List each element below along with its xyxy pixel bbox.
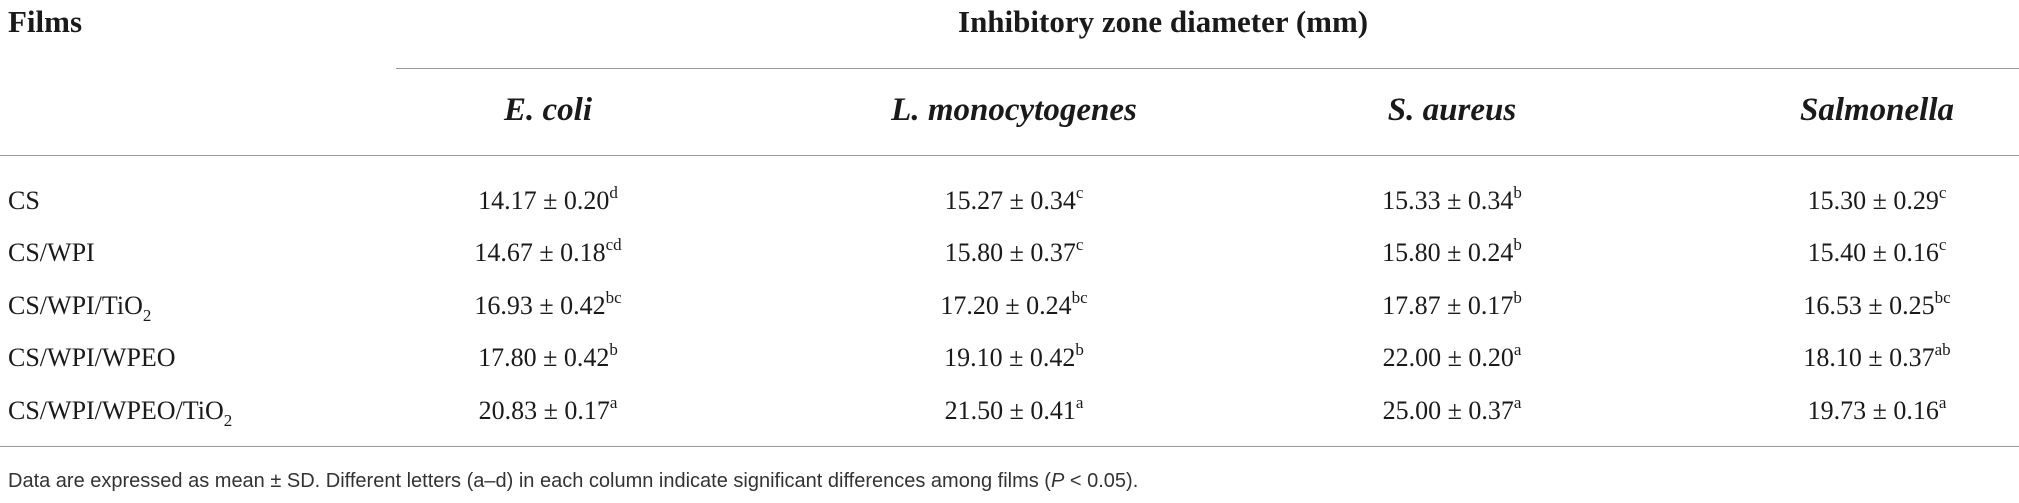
film-label: CS (8, 186, 40, 216)
header-sub-rule (396, 68, 2019, 69)
film-name: CS/WPI/WPEO/TiO (8, 396, 224, 425)
cell-value: 19.73 ± 0.16 (1807, 396, 1939, 425)
significance-letter: b (1513, 288, 1522, 307)
cell-value: 15.80 ± 0.37 (944, 238, 1076, 267)
cell-value: 17.20 ± 0.24 (940, 291, 1072, 320)
significance-letter: c (1075, 235, 1084, 254)
film-name: CS (8, 186, 40, 215)
inhibitory-zone-header: Inhibitory zone diameter (mm) (958, 4, 1369, 39)
significance-letter: a (1513, 393, 1522, 412)
table-cell: 15.33 ± 0.34b (1382, 183, 1522, 216)
table-cell: 21.50 ± 0.41a (944, 393, 1084, 426)
table-cell: 15.80 ± 0.37c (944, 235, 1084, 268)
table-cell: 15.27 ± 0.34c (944, 183, 1084, 216)
table-cell: 15.80 ± 0.24b (1382, 235, 1522, 268)
table-cell: 15.30 ± 0.29c (1807, 183, 1947, 216)
significance-letter: b (1075, 340, 1084, 359)
significance-letter: bc (605, 288, 622, 307)
table-footnote: Data are expressed as mean ± SD. Differe… (8, 470, 1138, 493)
cell-value: 25.00 ± 0.37 (1382, 396, 1514, 425)
significance-letter: cd (605, 235, 622, 254)
table-cell: 22.00 ± 0.20a (1382, 340, 1522, 373)
significance-letter: c (1938, 183, 1947, 202)
significance-letter: a (609, 393, 618, 412)
cell-value: 16.53 ± 0.25 (1803, 291, 1935, 320)
cell-value: 14.67 ± 0.18 (474, 238, 606, 267)
cell-value: 17.87 ± 0.17 (1382, 291, 1514, 320)
table-cell: 14.67 ± 0.18cd (474, 235, 622, 268)
cell-value: 15.30 ± 0.29 (1807, 186, 1939, 215)
table-cell: 19.73 ± 0.16a (1807, 393, 1947, 426)
film-label: CS/WPI (8, 238, 95, 268)
significance-letter: a (1075, 393, 1084, 412)
film-subscript: 2 (142, 306, 152, 325)
significance-letter: b (1513, 235, 1522, 254)
cell-value: 14.17 ± 0.20 (478, 186, 610, 215)
cell-value: 15.40 ± 0.16 (1807, 238, 1939, 267)
table-cell: 17.80 ± 0.42b (478, 340, 618, 373)
table-cell: 19.10 ± 0.42b (944, 340, 1084, 373)
table-cell: 16.93 ± 0.42bc (474, 288, 622, 321)
table-cell: 16.53 ± 0.25bc (1803, 288, 1951, 321)
table-cell: 25.00 ± 0.37a (1382, 393, 1522, 426)
film-label: CS/WPI/TiO2 (8, 291, 151, 325)
cell-value: 17.80 ± 0.42 (478, 343, 610, 372)
footnote-text: Data are expressed as mean ± SD. Differe… (8, 470, 1051, 492)
cell-value: 19.10 ± 0.42 (944, 343, 1076, 372)
film-label: CS/WPI/WPEO/TiO2 (8, 396, 232, 430)
col-header-s-aureus: S. aureus (1387, 92, 1517, 128)
footnote-text-end: < 0.05). (1064, 470, 1139, 492)
table-bottom-rule (0, 446, 2019, 447)
cell-value: 21.50 ± 0.41 (944, 396, 1076, 425)
table-cell: 17.87 ± 0.17b (1382, 288, 1522, 321)
table-cell: 14.17 ± 0.20d (478, 183, 618, 216)
significance-letter: b (1513, 183, 1522, 202)
significance-letter: d (609, 183, 618, 202)
film-label: CS/WPI/WPEO (8, 343, 176, 373)
significance-letter: a (1938, 393, 1947, 412)
cell-value: 18.10 ± 0.37 (1803, 343, 1935, 372)
col-header-l-monocytogenes: L. monocytogenes (891, 92, 1137, 128)
footnote-p-symbol: P (1050, 470, 1065, 492)
cell-value: 15.80 ± 0.24 (1382, 238, 1514, 267)
film-name: CS/WPI/WPEO (8, 343, 176, 372)
cell-value: 15.27 ± 0.34 (944, 186, 1076, 215)
significance-letter: c (1075, 183, 1084, 202)
col-header-e-coli: E. coli (504, 92, 592, 128)
significance-letter: c (1938, 235, 1947, 254)
table-cell: 20.83 ± 0.17a (478, 393, 618, 426)
table-cell: 17.20 ± 0.24bc (940, 288, 1088, 321)
cell-value: 22.00 ± 0.20 (1382, 343, 1514, 372)
significance-letter: a (1513, 340, 1522, 359)
film-name: CS/WPI (8, 238, 95, 267)
col-header-salmonella: Salmonella (1799, 92, 1955, 128)
significance-letter: bc (1934, 288, 1951, 307)
films-header: Films (8, 4, 83, 39)
cell-value: 16.93 ± 0.42 (474, 291, 606, 320)
significance-letter: ab (1934, 340, 1951, 359)
cell-value: 20.83 ± 0.17 (478, 396, 610, 425)
table-cell: 15.40 ± 0.16c (1807, 235, 1947, 268)
cell-value: 15.33 ± 0.34 (1382, 186, 1514, 215)
significance-letter: bc (1071, 288, 1088, 307)
film-subscript: 2 (223, 411, 233, 430)
header-bottom-rule (0, 155, 2019, 156)
table-cell: 18.10 ± 0.37ab (1803, 340, 1951, 373)
film-name: CS/WPI/TiO (8, 291, 143, 320)
significance-letter: b (609, 340, 618, 359)
